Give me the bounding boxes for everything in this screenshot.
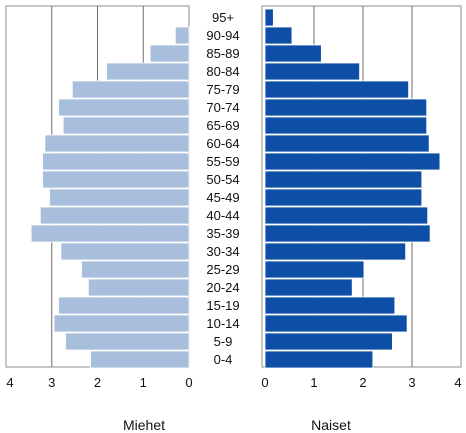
age-label-60-64: 60-64 xyxy=(206,136,239,151)
female-bar-40-44 xyxy=(264,206,429,225)
age-label-30-34: 30-34 xyxy=(206,244,239,259)
left-tick-4: 4 xyxy=(6,375,13,390)
age-label-0-4: 0-4 xyxy=(214,352,233,367)
right-panel-naiset xyxy=(261,5,462,369)
age-label-45-49: 45-49 xyxy=(206,190,239,205)
male-bar-15-19 xyxy=(58,296,190,315)
left-axis-label: Miehet xyxy=(123,417,165,433)
female-bar-45-49 xyxy=(264,188,423,207)
male-bar-75-79 xyxy=(71,80,190,99)
age-label-25-29: 25-29 xyxy=(206,262,239,277)
female-bar-50-54 xyxy=(264,170,423,189)
male-bar-55-59 xyxy=(42,152,190,171)
age-label-80-84: 80-84 xyxy=(206,64,239,79)
left-axis-ticks: 4 3 2 1 0 xyxy=(6,375,192,390)
female-bar-85-89 xyxy=(264,44,322,63)
age-label-95+: 95+ xyxy=(212,10,234,25)
right-tick-2: 2 xyxy=(359,375,366,390)
left-tick-2: 2 xyxy=(94,375,101,390)
age-label-70-74: 70-74 xyxy=(206,100,239,115)
age-label-20-24: 20-24 xyxy=(206,280,239,295)
right-tick-4: 4 xyxy=(454,375,461,390)
male-bar-50-54 xyxy=(42,170,190,189)
male-bar-45-49 xyxy=(49,188,190,207)
left-panel-miehet xyxy=(5,5,190,369)
male-bar-85-89 xyxy=(149,44,190,63)
male-bar-35-39 xyxy=(30,224,190,243)
right-tick-0: 0 xyxy=(261,375,268,390)
female-bar-60-64 xyxy=(264,134,430,153)
left-tick-0: 0 xyxy=(185,375,192,390)
left-tick-3: 3 xyxy=(48,375,55,390)
male-bar-0-4 xyxy=(90,350,190,369)
age-label-50-54: 50-54 xyxy=(206,172,239,187)
right-tick-3: 3 xyxy=(408,375,415,390)
age-label-90-94: 90-94 xyxy=(206,28,239,43)
age-label-15-19: 15-19 xyxy=(206,298,239,313)
female-bar-70-74 xyxy=(264,98,428,117)
age-label-85-89: 85-89 xyxy=(206,46,239,61)
female-bar-35-39 xyxy=(264,224,431,243)
age-group-labels: 0-4 5-9 10-14 15-19 20-24 25-29 30-34 35-39 40-4… xyxy=(206,10,239,367)
left-tick-1: 1 xyxy=(140,375,147,390)
male-bar-80-84 xyxy=(106,62,190,81)
male-bar-30-34 xyxy=(60,242,190,261)
male-bar-25-29 xyxy=(81,260,190,279)
female-bar-10-14 xyxy=(264,314,408,333)
male-bar-60-64 xyxy=(44,134,190,153)
female-bar-95+ xyxy=(264,8,274,27)
age-label-5-9: 5-9 xyxy=(214,334,233,349)
female-bar-25-29 xyxy=(264,260,365,279)
age-label-75-79: 75-79 xyxy=(206,82,239,97)
age-label-55-59: 55-59 xyxy=(206,154,239,169)
male-bar-5-9 xyxy=(65,332,190,351)
male-bar-65-69 xyxy=(62,116,190,135)
female-bar-75-79 xyxy=(264,80,409,99)
male-bar-90-94 xyxy=(174,26,190,45)
female-bar-65-69 xyxy=(264,116,428,135)
female-bars xyxy=(264,8,441,369)
female-bar-5-9 xyxy=(264,332,393,351)
right-tick-1: 1 xyxy=(310,375,317,390)
male-bar-70-74 xyxy=(58,98,190,117)
right-axis-label: Naiset xyxy=(311,417,351,433)
male-bar-20-24 xyxy=(87,278,190,297)
male-bar-40-44 xyxy=(39,206,190,225)
age-label-65-69: 65-69 xyxy=(206,118,239,133)
female-bar-30-34 xyxy=(264,242,407,261)
male-bars xyxy=(30,26,190,369)
female-bar-90-94 xyxy=(264,26,293,45)
age-label-10-14: 10-14 xyxy=(206,316,239,331)
female-bar-20-24 xyxy=(264,278,353,297)
right-axis-ticks: 0 1 2 3 4 xyxy=(261,375,461,390)
male-bar-10-14 xyxy=(53,314,190,333)
female-bar-15-19 xyxy=(264,296,396,315)
female-bar-0-4 xyxy=(264,350,374,369)
female-bar-55-59 xyxy=(264,152,441,171)
age-label-40-44: 40-44 xyxy=(206,208,239,223)
female-bar-80-84 xyxy=(264,62,360,81)
age-label-35-39: 35-39 xyxy=(206,226,239,241)
